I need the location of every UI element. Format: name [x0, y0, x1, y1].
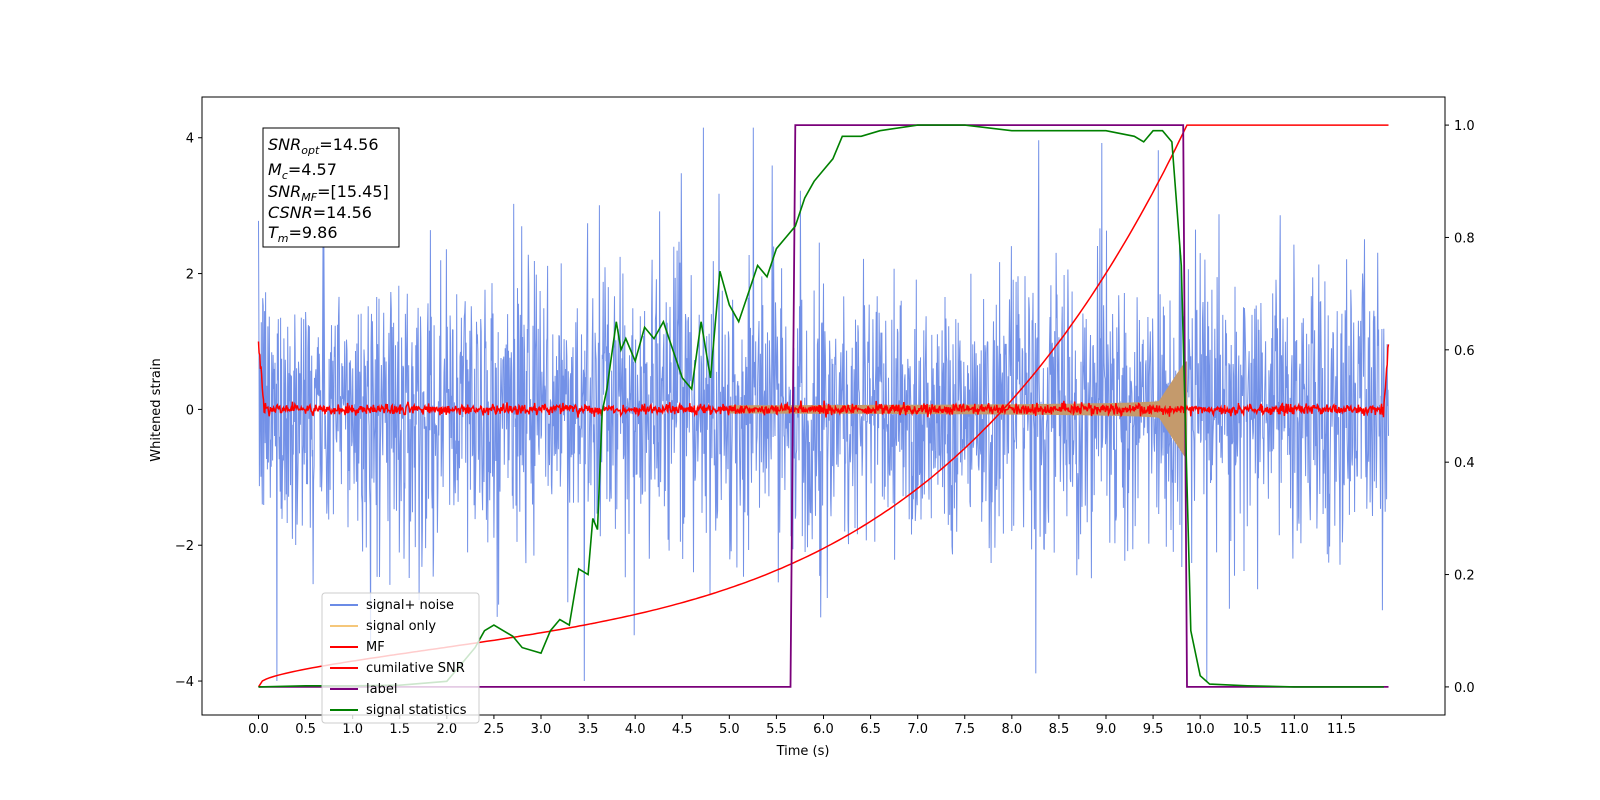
legend-item-mf: MF — [330, 640, 385, 655]
y-axis-label: Whitened strain — [149, 358, 164, 461]
x-axis-label: Time (s) — [776, 744, 830, 759]
y-tick-label: 2 — [186, 268, 194, 283]
x-tick-label: 1.5 — [389, 722, 410, 737]
annotation-snr-opt: SNRopt=14.56 — [268, 135, 379, 157]
legend-label: MF — [366, 640, 385, 655]
y-tick-label: 0 — [186, 403, 194, 418]
x-tick-label: 10.5 — [1233, 722, 1262, 737]
y2-tick-label: 0.4 — [1454, 456, 1475, 471]
annotation-tm: Tm=9.86 — [268, 223, 338, 245]
annotation-snr-mf: SNRMF=[15.45] — [268, 182, 389, 204]
x-tick-label: 11.0 — [1280, 722, 1309, 737]
series-signal-noise — [258, 127, 1389, 682]
series-label — [258, 124, 1389, 688]
x-tick-label: 10.0 — [1186, 722, 1215, 737]
series-mf — [257, 341, 1390, 418]
annotation-box: SNRopt=14.56 Mc=4.57 SNRMF=[15.45] CSNR=… — [262, 127, 400, 248]
x-tick-label: 6.0 — [813, 722, 834, 737]
legend-item-signal-statistics: signal statistics — [330, 703, 467, 718]
y-tick-label: −4 — [175, 675, 194, 690]
axes: 0.0 0.5 1.0 1.5 2.0 2.5 3.0 3.5 4.0 4.5 5.0 5.5 6.0 6… — [175, 96, 1475, 737]
x-tick-label: 8.5 — [1049, 722, 1070, 737]
legend-item-signal-noise: signal+ noise — [330, 598, 454, 613]
x-tick-label: 1.0 — [342, 722, 363, 737]
x-tick-label: 0.0 — [248, 722, 269, 737]
x-tick-label: 4.5 — [672, 722, 693, 737]
x-tick-label: 7.0 — [907, 722, 928, 737]
x-tick-label: 6.5 — [860, 722, 881, 737]
legend-item-signal-only: signal only — [330, 619, 436, 634]
legend-item-cumilative-snr: cumilative SNR — [330, 661, 465, 676]
y2-tick-label: 0.0 — [1454, 681, 1475, 696]
y2-tick-label: 0.2 — [1454, 569, 1475, 584]
x-tick-label: 4.0 — [625, 722, 646, 737]
series-signal-statistics — [258, 124, 1384, 688]
legend-label: cumilative SNR — [366, 661, 465, 676]
legend-frame — [321, 592, 480, 724]
x-tick-label: 9.5 — [1143, 722, 1164, 737]
legend-label: label — [366, 682, 397, 697]
x-tick-label: 2.5 — [484, 722, 505, 737]
y2-tick-label: 0.6 — [1454, 344, 1475, 359]
x-tick-label: 3.5 — [578, 722, 599, 737]
legend: signal+ noise signal only MF cumilative … — [321, 592, 480, 724]
y2-tick-label: 1.0 — [1454, 119, 1475, 134]
legend-item-label: label — [330, 682, 397, 697]
x-tick-label: 3.0 — [531, 722, 552, 737]
y2-tick-label: 0.8 — [1454, 231, 1475, 246]
y-tick-label: −2 — [175, 539, 194, 554]
legend-label: signal+ noise — [366, 598, 454, 613]
annotation-csnr: CSNR=14.56 — [268, 203, 372, 222]
x-tick-label: 2.0 — [436, 722, 457, 737]
x-tick-label: 5.0 — [719, 722, 740, 737]
x-tick-label: 11.5 — [1327, 722, 1356, 737]
legend-label: signal statistics — [366, 703, 467, 718]
y-tick-label: 4 — [186, 132, 194, 147]
legend-label: signal only — [366, 619, 436, 634]
x-tick-label: 5.5 — [766, 722, 787, 737]
annotation-mc: Mc=4.57 — [268, 160, 337, 182]
x-tick-label: 9.0 — [1096, 722, 1117, 737]
x-tick-label: 7.5 — [954, 722, 975, 737]
x-tick-label: 0.5 — [295, 722, 316, 737]
x-tick-label: 8.0 — [1001, 722, 1022, 737]
annotation-frame — [262, 127, 400, 248]
